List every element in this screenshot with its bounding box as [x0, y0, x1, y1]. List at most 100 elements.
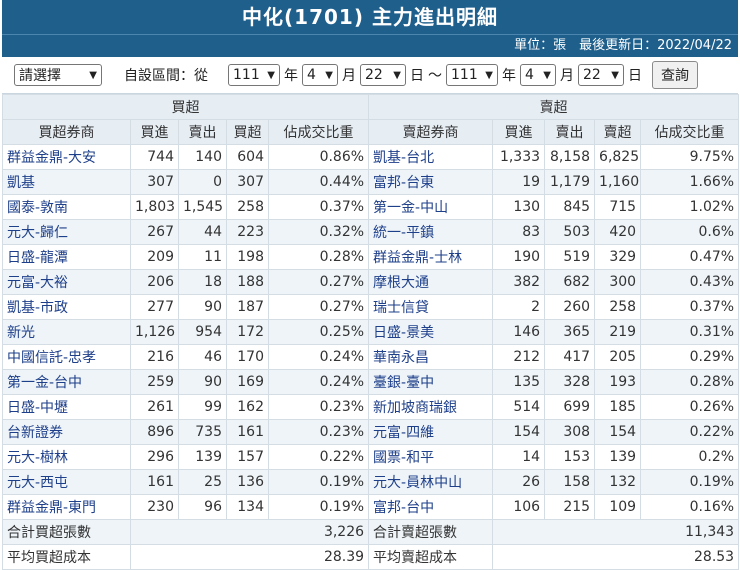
table-cell: 1,803 [130, 194, 179, 220]
broker-link[interactable]: 富邦-台東 [368, 169, 494, 195]
to-year-value: 111 [451, 67, 478, 83]
broker-link[interactable]: 凱基-台北 [368, 144, 494, 170]
table-cell: 1.66% [640, 169, 740, 195]
update-info: 單位：張 最後更新日：2022/04/22 [2, 34, 738, 57]
table-row: 元大-西屯 161 25 136 0.19% 元大-員林中山 26 158 132 0.19% [2, 469, 740, 495]
table-row: 元富-大裕 206 18 188 0.27% 摩根大通 382 682 300 0.43% [2, 269, 740, 295]
broker-link[interactable]: 群益金鼎-大安 [2, 144, 131, 170]
broker-link[interactable]: 摩根大通 [368, 269, 494, 295]
table-cell: 130 [492, 194, 546, 220]
table-cell: 0.29% [640, 344, 740, 370]
table-row: 台新證券 896 735 161 0.23% 元富-四維 154 308 154 0.22% [2, 419, 740, 445]
broker-link[interactable]: 臺銀-臺中 [368, 369, 494, 395]
table-cell: 1.02% [640, 194, 740, 220]
table-cell: 206 [130, 269, 179, 295]
table-cell: 135 [492, 369, 546, 395]
broker-link[interactable]: 元大-樹林 [2, 444, 131, 470]
broker-link[interactable]: 凱基-市政 [2, 294, 131, 320]
table-cell: 365 [544, 319, 596, 345]
to-year-select[interactable]: 111 ▼ [446, 64, 498, 86]
total-buy-label: 合計買超張數 [2, 519, 131, 545]
table-cell: 0.47% [640, 244, 740, 270]
table-cell: 215 [544, 494, 596, 520]
broker-link[interactable]: 台新證券 [2, 419, 131, 445]
broker-link[interactable]: 中國信託-忠孝 [2, 344, 131, 370]
broker-link[interactable]: 日盛-景美 [368, 319, 494, 345]
broker-link[interactable]: 元富-大裕 [2, 269, 131, 295]
to-day-select[interactable]: 22 ▼ [578, 64, 624, 86]
broker-link[interactable]: 群益金鼎-東門 [2, 494, 131, 520]
table-cell: 1,333 [492, 144, 546, 170]
table-cell: 139 [594, 444, 642, 470]
broker-link[interactable]: 元大-歸仁 [2, 219, 131, 245]
broker-link[interactable]: 日盛-中壢 [2, 394, 131, 420]
table-cell: 96 [178, 494, 227, 520]
chevron-down-icon: ▼ [89, 69, 97, 81]
table-cell: 300 [594, 269, 642, 295]
preset-select-value: 請選擇 [19, 68, 61, 84]
table-cell: 161 [226, 419, 269, 445]
table-cell: 230 [130, 494, 179, 520]
table-row: 新光 1,126 954 172 0.25% 日盛-景美 146 365 219 0.31% [2, 319, 740, 345]
table-row: 第一金-台中 259 90 169 0.24% 臺銀-臺中 135 328 193 0.28% [2, 369, 740, 395]
table-cell: 258 [226, 194, 269, 220]
from-year-select[interactable]: 111 ▼ [228, 64, 280, 86]
table-cell: 190 [492, 244, 546, 270]
chevron-down-icon: ▼ [267, 69, 275, 81]
table-cell: 188 [226, 269, 269, 295]
broker-link[interactable]: 新加坡商瑞銀 [368, 394, 494, 420]
table-cell: 90 [178, 369, 227, 395]
broker-link[interactable]: 群益金鼎-士林 [368, 244, 494, 270]
table-cell: 0.28% [267, 244, 370, 270]
to-month-select[interactable]: 4 ▼ [520, 64, 556, 86]
broker-link[interactable]: 元大-員林中山 [368, 469, 494, 495]
col-header: 買超 [226, 119, 269, 145]
table-cell: 154 [492, 419, 546, 445]
from-month-select[interactable]: 4 ▼ [302, 64, 338, 86]
day-label: 日 [410, 68, 424, 84]
query-button[interactable]: 查詢 [652, 61, 698, 89]
broker-link[interactable]: 日盛-龍潭 [2, 244, 131, 270]
broker-link[interactable]: 國票-和平 [368, 444, 494, 470]
table-cell: 185 [594, 394, 642, 420]
month-label: 月 [560, 68, 574, 84]
table-row: 日盛-中壢 261 99 162 0.23% 新加坡商瑞銀 514 699 185 0.26% [2, 394, 740, 420]
table-cell: 0.32% [267, 219, 370, 245]
broker-link[interactable]: 元富-四維 [368, 419, 494, 445]
query-controls: 請選擇 ▼ 自設區間：從 111 ▼ 年 4 ▼ 月 22 ▼ 日 ～ 111 … [2, 57, 738, 94]
table-cell: 0.2% [640, 444, 740, 470]
broker-link[interactable]: 新光 [2, 319, 131, 345]
col-header: 買進 [492, 119, 546, 145]
broker-link[interactable]: 元大-西屯 [2, 469, 131, 495]
table-cell: 0.28% [640, 369, 740, 395]
table-cell: 258 [594, 294, 642, 320]
preset-select[interactable]: 請選擇 ▼ [14, 64, 102, 86]
table-cell: 0.19% [267, 469, 370, 495]
year-label: 年 [284, 68, 298, 84]
table-cell: 6,825 [594, 144, 642, 170]
col-header: 賣出 [544, 119, 596, 145]
table-cell: 715 [594, 194, 642, 220]
col-header: 買進 [130, 119, 179, 145]
table-cell: 0.86% [267, 144, 370, 170]
buy-section-header: 買超 [1, 94, 370, 120]
table-cell: 296 [130, 444, 179, 470]
table-cell: 604 [226, 144, 269, 170]
table-cell: 896 [130, 419, 179, 445]
table-cell: 193 [594, 369, 642, 395]
broker-link[interactable]: 華南永昌 [368, 344, 494, 370]
broker-link[interactable]: 統一-平鎮 [368, 219, 494, 245]
table-cell: 682 [544, 269, 596, 295]
table-cell: 25 [178, 469, 227, 495]
broker-link[interactable]: 凱基 [2, 169, 131, 195]
broker-link[interactable]: 國泰-敦南 [2, 194, 131, 220]
table-cell: 139 [178, 444, 227, 470]
broker-link[interactable]: 富邦-台中 [368, 494, 494, 520]
month-label: 月 [342, 68, 356, 84]
table-cell: 109 [594, 494, 642, 520]
from-day-select[interactable]: 22 ▼ [360, 64, 406, 86]
broker-link[interactable]: 第一金-中山 [368, 194, 494, 220]
table-cell: 0.23% [267, 419, 370, 445]
broker-link[interactable]: 瑞士信貸 [368, 294, 494, 320]
broker-link[interactable]: 第一金-台中 [2, 369, 131, 395]
